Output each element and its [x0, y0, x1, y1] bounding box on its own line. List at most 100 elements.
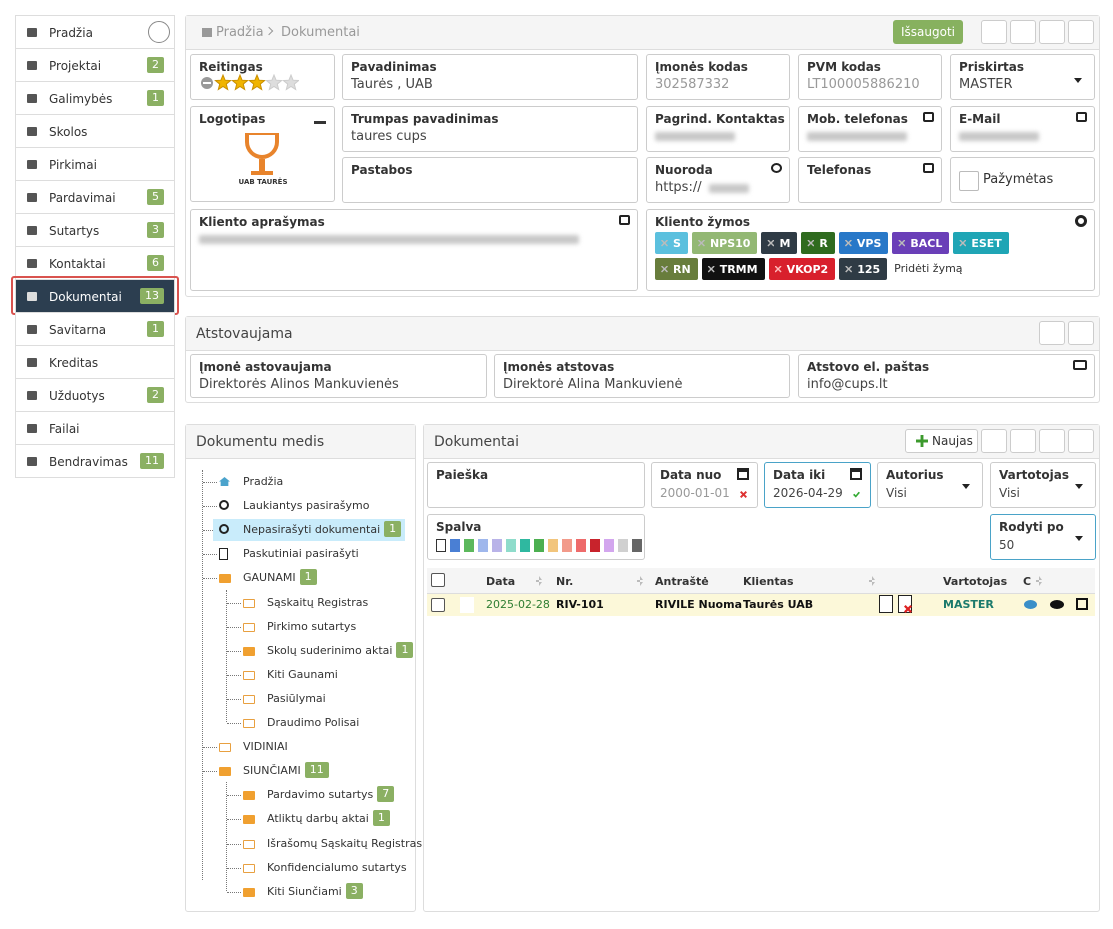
column-header[interactable]: Antraštė	[655, 575, 709, 588]
column-header[interactable]: Klientas	[743, 575, 794, 588]
tree-item[interactable]: Skolų suderinimo aktai 1	[237, 640, 414, 662]
sidebar-item[interactable]: Kreditas	[15, 345, 175, 379]
tree-item[interactable]: Konfidencialumo sutartys	[237, 857, 407, 879]
tree-item[interactable]: Kiti Siunčiami 3	[237, 881, 405, 903]
header-button[interactable]	[1068, 429, 1094, 453]
tree-item[interactable]: VIDINIAI	[213, 736, 405, 758]
tag-remove[interactable]	[807, 239, 815, 247]
color-swatch[interactable]	[506, 539, 516, 552]
new-button[interactable]: Naujas	[905, 429, 978, 453]
tag-remove[interactable]	[844, 239, 852, 247]
tree-item[interactable]: Nepasirašyti dokumentai 1	[213, 519, 405, 542]
tag[interactable]: 125	[839, 258, 888, 280]
tree-item[interactable]: Pardavimo sutartys 7	[237, 784, 405, 806]
tag[interactable]: BACL	[892, 232, 950, 254]
header-button[interactable]	[981, 20, 1007, 44]
color-swatch[interactable]	[604, 539, 614, 552]
tag[interactable]: M	[761, 232, 798, 254]
tag[interactable]: VKOP2	[768, 258, 836, 280]
color-swatch[interactable]	[590, 539, 600, 552]
color-swatch[interactable]	[548, 539, 558, 552]
header-button[interactable]	[981, 429, 1007, 453]
color-swatch[interactable]	[562, 539, 572, 552]
tag[interactable]: RN	[655, 258, 698, 280]
checkbox[interactable]	[959, 171, 979, 191]
color-swatch[interactable]	[520, 539, 530, 552]
tree-item[interactable]: Kiti Gaunami	[237, 664, 405, 686]
tag[interactable]: R	[801, 232, 835, 254]
color-swatch[interactable]	[492, 539, 502, 552]
sidebar-item[interactable]: Kontaktai 6	[15, 246, 175, 280]
open-icon[interactable]	[1076, 598, 1088, 610]
sidebar-item[interactable]: Skolos	[15, 114, 175, 148]
header-button[interactable]	[1039, 429, 1065, 453]
tag-remove[interactable]	[898, 239, 906, 247]
sidebar-item[interactable]: Projektai 2	[15, 48, 175, 82]
tag-remove[interactable]	[661, 239, 668, 247]
calendar-icon[interactable]	[737, 468, 749, 480]
pdf-icon[interactable]	[879, 595, 893, 613]
sidebar-item[interactable]: Savitarna 1	[15, 312, 175, 346]
upload-icon[interactable]	[314, 112, 326, 124]
header-button[interactable]	[1039, 321, 1065, 345]
tag-remove[interactable]	[959, 239, 967, 247]
header-button[interactable]	[1010, 429, 1036, 453]
sidebar-item[interactable]: Failai	[15, 411, 175, 445]
color-swatch[interactable]	[450, 539, 460, 552]
tree-item[interactable]: Pirkimo sutartys	[237, 616, 405, 638]
sidebar-item[interactable]: Bendravimas 11	[15, 444, 175, 478]
sidebar-item[interactable]: Pirkimai	[15, 147, 175, 181]
sidebar-item[interactable]: Sutartys 3	[15, 213, 175, 247]
color-swatch[interactable]	[534, 539, 544, 552]
collapse-button[interactable]	[148, 21, 170, 43]
tree-item[interactable]: Atliktų darbų aktai 1	[237, 808, 405, 830]
tag-remove[interactable]	[774, 265, 782, 273]
tree-item[interactable]: Laukiantys pasirašymo	[213, 495, 405, 517]
header-button[interactable]	[1068, 321, 1094, 345]
tag[interactable]: TRMM	[701, 258, 765, 280]
table-row[interactable]	[427, 594, 1095, 616]
tag-remove[interactable]	[661, 265, 668, 273]
header-button[interactable]	[1068, 20, 1094, 44]
tag-remove[interactable]	[845, 265, 853, 273]
tag[interactable]: VPS	[838, 232, 889, 254]
add-tag[interactable]: Pridėti žymą	[894, 262, 963, 275]
save-button[interactable]: Išsaugoti	[893, 20, 963, 44]
tag[interactable]: NPS10	[691, 232, 758, 254]
sidebar-item[interactable]: Galimybės 1	[15, 81, 175, 115]
column-header[interactable]: Nr.	[556, 575, 574, 588]
tree-item[interactable]: SIUNČIAMI 11	[213, 760, 405, 782]
tag-remove[interactable]	[707, 265, 715, 273]
checkbox[interactable]	[431, 598, 445, 612]
tree-item[interactable]: GAUNAMI 1	[213, 567, 405, 589]
tag-remove[interactable]	[767, 239, 775, 247]
tree-item[interactable]: Pradžia	[213, 471, 405, 493]
tag-remove[interactable]	[697, 239, 705, 247]
color-swatch[interactable]	[632, 539, 642, 552]
sidebar-item[interactable]: Pardavimai 5	[15, 180, 175, 214]
sidebar-item[interactable]: Užduotys 2	[15, 378, 175, 412]
settings-icon[interactable]	[1075, 215, 1087, 227]
tag[interactable]: S	[655, 232, 688, 254]
column-header[interactable]: C	[1023, 575, 1032, 588]
header-button[interactable]	[1039, 20, 1065, 44]
tag[interactable]: ESET	[953, 232, 1009, 254]
header-button[interactable]	[1010, 20, 1036, 44]
tree-item[interactable]: Paskutiniai pasirašyti	[213, 543, 405, 565]
tree-item[interactable]: Sąskaitų Registras	[237, 592, 405, 614]
tree-item[interactable]: Išrašomų Sąskaitų Registras	[237, 833, 422, 855]
checkbox[interactable]	[431, 573, 445, 587]
view-icon[interactable]	[1050, 600, 1064, 609]
color-swatch[interactable]	[478, 539, 488, 552]
rating-stars[interactable]	[199, 74, 299, 92]
column-header[interactable]: Vartotojas	[943, 575, 1008, 588]
color-swatch[interactable]	[464, 539, 474, 552]
column-header[interactable]: Data	[486, 575, 516, 588]
tree-item[interactable]: Draudimo Polisai	[237, 712, 405, 734]
color-swatch[interactable]	[618, 539, 628, 552]
color-swatch[interactable]	[576, 539, 586, 552]
comment-icon[interactable]	[1024, 600, 1037, 609]
calendar-icon[interactable]	[850, 468, 862, 480]
tree-item[interactable]: Pasiūlymai	[237, 688, 405, 710]
color-swatch[interactable]	[436, 539, 446, 552]
